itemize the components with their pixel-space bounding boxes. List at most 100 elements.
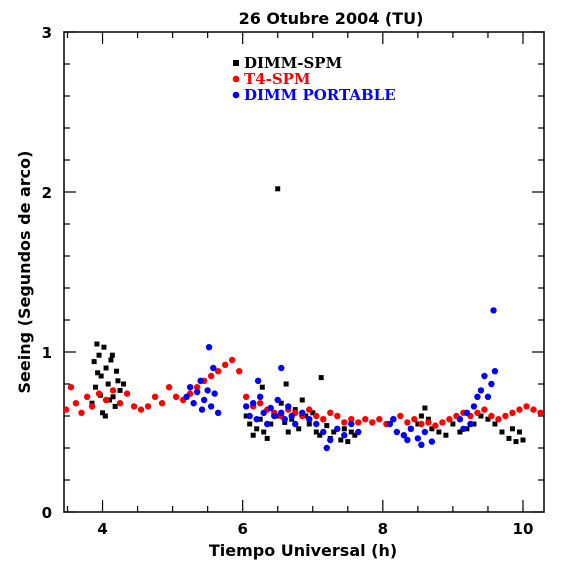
data-point [278, 364, 285, 372]
legend-marker [232, 91, 240, 99]
data-point [62, 406, 70, 413]
data-point [137, 406, 145, 413]
data-point [491, 368, 499, 375]
data-point [404, 419, 411, 426]
data-point [429, 426, 435, 432]
legend-label: DIMM PORTABLE [244, 86, 396, 104]
data-point [95, 390, 103, 397]
data-point [95, 370, 101, 376]
y-tick-label: 3 [42, 24, 52, 42]
data-point [345, 439, 351, 445]
data-point [278, 400, 284, 406]
data-point [421, 428, 429, 436]
data-point [348, 420, 355, 428]
data-point [397, 412, 404, 420]
data-point [100, 410, 106, 416]
data-point [422, 405, 428, 411]
data-point [193, 388, 201, 396]
data-point [310, 410, 316, 416]
data-point [320, 416, 327, 423]
y-axis: 0 1 2 3 [42, 24, 544, 522]
data-point [355, 428, 362, 436]
data-point [151, 393, 159, 400]
data-point [254, 426, 260, 432]
data-point [83, 393, 91, 400]
data-point [488, 412, 495, 420]
data-point [246, 412, 253, 420]
y-tick-label: 0 [42, 504, 52, 522]
data-point [303, 413, 309, 419]
data-point [67, 384, 75, 391]
data-point [485, 416, 491, 422]
data-point [418, 420, 425, 428]
data-point [495, 416, 502, 423]
data-point [292, 420, 299, 428]
plot-border [63, 31, 545, 513]
data-point [207, 403, 215, 410]
data-point [257, 393, 264, 400]
data-point [250, 432, 256, 438]
data-point [390, 416, 397, 423]
data-point [204, 387, 211, 394]
data-point [393, 428, 401, 436]
data-point [123, 390, 131, 397]
data-point [470, 403, 478, 410]
data-point [257, 400, 264, 407]
data-point [348, 429, 354, 435]
legend-marker [233, 60, 239, 66]
data-point [313, 429, 319, 435]
x-tick-label: 10 [513, 520, 534, 538]
data-point [299, 397, 305, 403]
data-point [281, 416, 288, 423]
data-point [523, 403, 530, 410]
data-point [334, 412, 341, 420]
data-point [446, 416, 453, 423]
data-point [102, 413, 108, 419]
data-point [115, 378, 121, 384]
data-point [249, 400, 257, 407]
data-point [415, 421, 421, 427]
data-point [414, 435, 422, 442]
data-point [400, 432, 408, 439]
legend-label: T4-SPM [244, 70, 311, 88]
data-point [509, 426, 515, 432]
data-point [110, 394, 116, 400]
data-point [214, 368, 222, 375]
data-points [62, 186, 544, 452]
chart-title: 26 Otubre 2004 (TU) [239, 9, 424, 28]
y-tick-label: 1 [42, 344, 52, 362]
data-point [107, 397, 113, 403]
series-t4-spm [62, 356, 544, 429]
data-point [274, 396, 281, 404]
data-point [537, 409, 544, 416]
data-point [306, 406, 313, 413]
data-point [172, 393, 180, 400]
data-point [183, 393, 190, 400]
data-point [165, 384, 173, 391]
data-point [93, 384, 99, 390]
data-point [456, 416, 464, 423]
data-point [211, 390, 218, 397]
data-point [477, 387, 485, 394]
data-point [94, 341, 100, 347]
x-axis: 4 6 8 10 [66, 32, 534, 538]
data-point [386, 420, 394, 428]
data-point [259, 384, 265, 390]
data-point [253, 416, 260, 423]
data-point [117, 387, 123, 393]
data-point [418, 413, 424, 419]
data-point [207, 372, 215, 380]
data-point [318, 375, 324, 381]
data-point [235, 368, 243, 375]
data-point [247, 421, 253, 427]
data-point [267, 404, 274, 412]
data-point [404, 436, 411, 444]
data-point [242, 403, 250, 410]
data-point [214, 409, 222, 416]
data-point [352, 432, 358, 438]
data-point [502, 412, 509, 420]
data-point [499, 429, 505, 435]
data-point [323, 444, 330, 452]
